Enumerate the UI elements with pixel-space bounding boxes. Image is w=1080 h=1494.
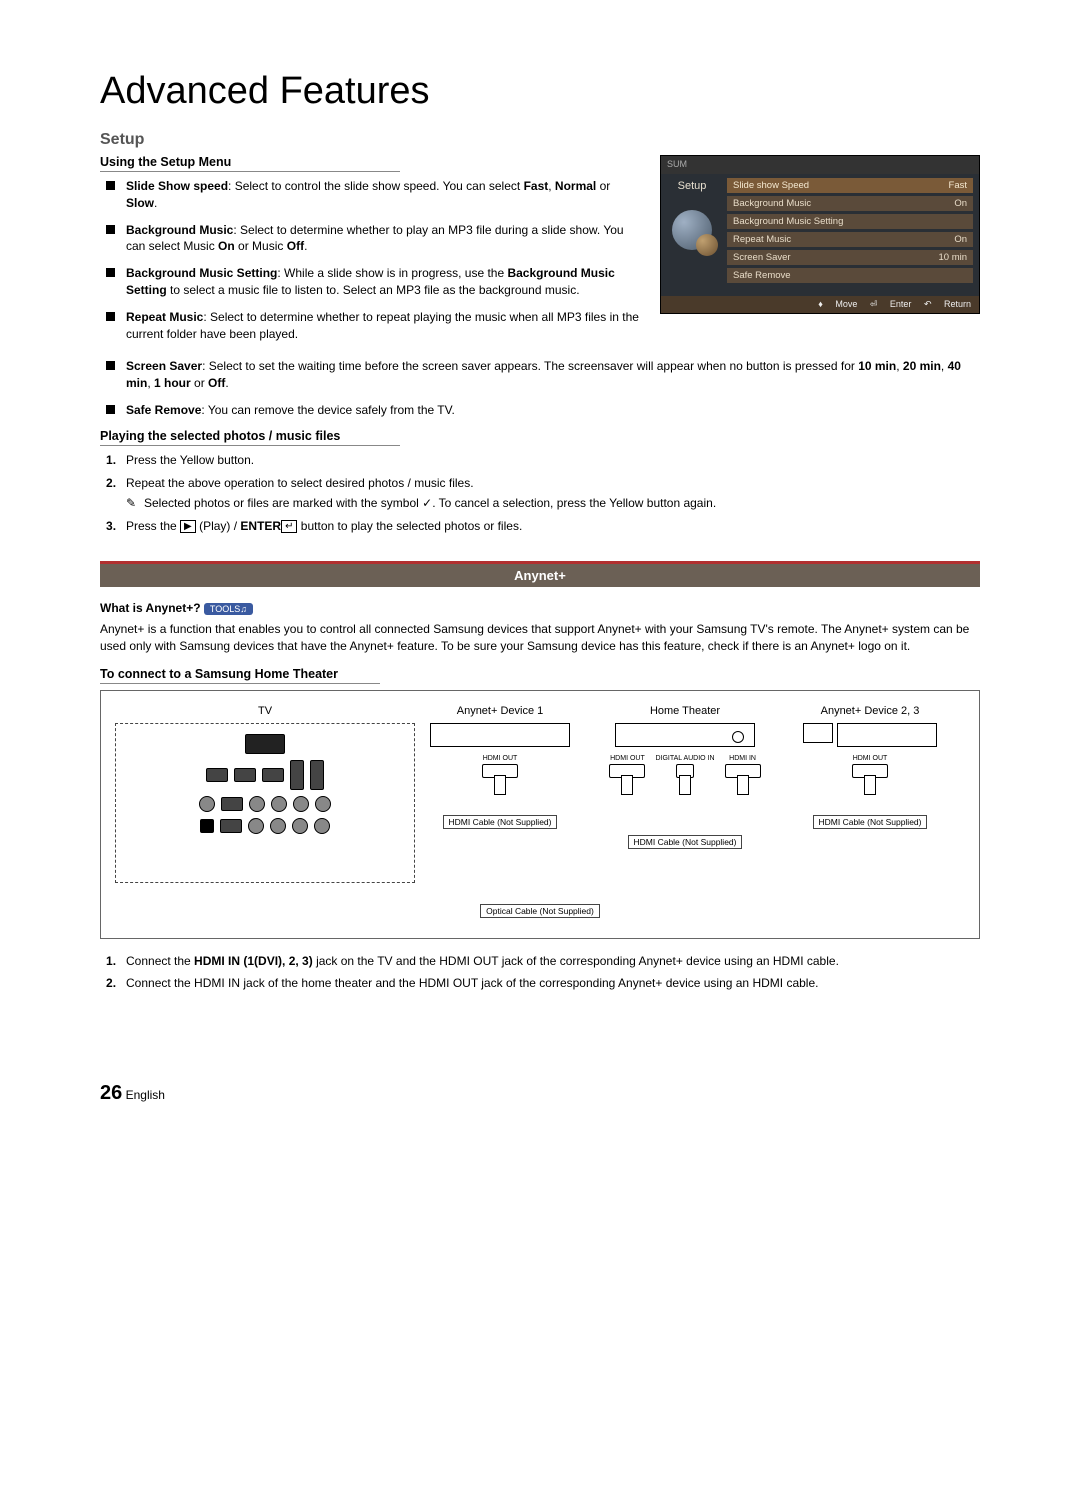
hdmi-out-label: HDMI OUT <box>610 755 645 762</box>
osd-row: Safe Remove <box>727 268 973 283</box>
av-port-icon <box>292 818 308 834</box>
port-icon <box>220 819 242 833</box>
optical-cable-label: Optical Cable (Not Supplied) <box>480 904 600 918</box>
anynet-description: Anynet+ is a function that enables you t… <box>100 621 980 655</box>
diagram-dev23-label: Anynet+ Device 2, 3 <box>821 705 920 717</box>
list-item: Safe Remove: You can remove the device s… <box>100 402 980 419</box>
page-footer: 26 English <box>100 1082 980 1105</box>
port-icon <box>310 760 324 790</box>
device-icon <box>837 723 937 747</box>
av-port-icon <box>248 818 264 834</box>
diagram-ht-label: Home Theater <box>650 705 720 717</box>
enter-icon: ↵ <box>281 520 297 533</box>
playing-heading: Playing the selected photos / music file… <box>100 429 400 446</box>
page-title: Advanced Features <box>100 70 980 113</box>
osd-row: Slide show SpeedFast <box>727 178 973 193</box>
hdmi-plug-icon <box>482 764 518 778</box>
step: Press the ▶ (Play) / ENTER↵ button to pl… <box>100 518 980 535</box>
av-port-icon <box>249 796 265 812</box>
note-icon: ✎ <box>126 495 136 512</box>
diagram-dev1-label: Anynet+ Device 1 <box>457 705 544 717</box>
av-port-icon <box>271 796 287 812</box>
what-is-anynet: What is Anynet+? TOOLS♫ <box>100 601 980 615</box>
list-item: Background Music: Select to determine wh… <box>100 222 642 256</box>
ant-in-icon <box>199 796 215 812</box>
osd-side-label: Setup <box>665 180 719 192</box>
hdmi-cable-label: HDMI Cable (Not Supplied) <box>443 815 558 829</box>
osd-row: Repeat MusicOn <box>727 232 973 247</box>
step: Press the Yellow button. <box>100 452 980 469</box>
gear-icon <box>672 210 712 250</box>
port-icon <box>221 797 243 811</box>
hdmi-port-icon <box>245 734 285 754</box>
connection-diagram: TV <box>100 690 980 939</box>
optical-port-icon <box>200 819 214 833</box>
port-icon <box>290 760 304 790</box>
step: Connect the HDMI IN (1(DVI), 2, 3) jack … <box>100 953 980 970</box>
av-port-icon <box>315 796 331 812</box>
list-item: Background Music Setting: While a slide … <box>100 265 642 299</box>
tv-back-panel <box>115 723 415 883</box>
enter-icon: ⏎ Enter <box>870 299 912 309</box>
home-theater-icon <box>615 723 755 747</box>
move-icon: ♦ Move <box>818 299 857 309</box>
list-item: Repeat Music: Select to determine whethe… <box>100 309 642 343</box>
list-item: Slide Show speed: Select to control the … <box>100 178 642 212</box>
connect-steps: Connect the HDMI IN (1(DVI), 2, 3) jack … <box>100 953 980 993</box>
list-item: Screen Saver: Select to set the waiting … <box>100 358 980 392</box>
diagram-tv-label: TV <box>258 705 272 717</box>
port-icon <box>234 768 256 782</box>
av-port-icon <box>293 796 309 812</box>
osd-header: SUM <box>661 156 979 174</box>
hdmi-out-label: HDMI OUT <box>483 755 518 762</box>
hdmi-plug-icon <box>852 764 888 778</box>
osd-row: Background MusicOn <box>727 196 973 211</box>
connect-heading: To connect to a Samsung Home Theater <box>100 667 380 684</box>
device-icon <box>430 723 570 747</box>
setup-list-wide: Screen Saver: Select to set the waiting … <box>100 358 980 418</box>
step: Repeat the above operation to select des… <box>100 475 980 513</box>
setup-list: Slide Show speed: Select to control the … <box>100 178 642 342</box>
av-port-icon <box>270 818 286 834</box>
playing-steps: Press the Yellow button. Repeat the abov… <box>100 452 980 535</box>
hdmi-out-label: HDMI OUT <box>853 755 888 762</box>
optical-plug-icon <box>676 764 694 778</box>
hdmi-cable-label: HDMI Cable (Not Supplied) <box>813 815 928 829</box>
hdmi-plug-icon <box>609 764 645 778</box>
osd-list: Slide show SpeedFast Background MusicOn … <box>723 174 979 296</box>
section-title: Setup <box>100 131 980 149</box>
anynet-bar: Anynet+ <box>100 561 980 587</box>
return-icon: ↶ Return <box>924 299 971 309</box>
osd-row: Background Music Setting <box>727 214 973 229</box>
hdmi-cable-label: HDMI Cable (Not Supplied) <box>628 835 743 849</box>
device-icon <box>803 723 833 743</box>
hdmi-plug-icon <box>725 764 761 778</box>
port-icon <box>262 768 284 782</box>
hdmi-in-label: HDMI IN <box>729 755 756 762</box>
setup-menu-heading: Using the Setup Menu <box>100 155 400 172</box>
digital-audio-in-label: DIGITAL AUDIO IN <box>655 755 714 762</box>
osd-setup-screenshot: SUM Setup Slide show SpeedFast Backgroun… <box>660 155 980 314</box>
port-icon <box>206 768 228 782</box>
osd-footer: ♦ Move ⏎ Enter ↶ Return <box>661 296 979 313</box>
osd-row: Screen Saver10 min <box>727 250 973 265</box>
tools-badge: TOOLS♫ <box>204 603 253 615</box>
step: Connect the HDMI IN jack of the home the… <box>100 975 980 992</box>
av-port-icon <box>314 818 330 834</box>
play-icon: ▶ <box>180 520 196 533</box>
